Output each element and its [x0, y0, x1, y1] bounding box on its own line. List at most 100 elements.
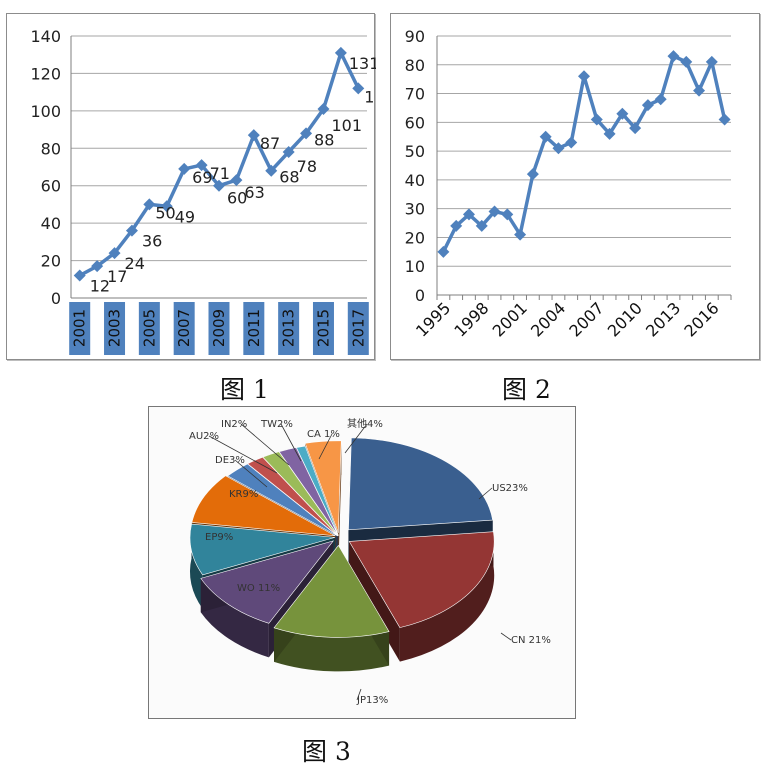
pie-slice	[304, 440, 342, 533]
x-tick-label: 2007	[175, 309, 193, 347]
data-point	[317, 102, 330, 115]
data-point	[437, 245, 450, 258]
data-point	[578, 70, 590, 83]
x-tick-band	[347, 302, 369, 355]
y-tick-label: 120	[30, 64, 61, 83]
x-tick-label: 2015	[314, 309, 332, 347]
pie-slice	[189, 523, 336, 576]
caption-figure-1: 图 1	[220, 375, 269, 404]
data-point	[143, 198, 156, 211]
data-point	[91, 260, 104, 273]
y-tick-label: 30	[405, 200, 425, 219]
data-point	[539, 130, 552, 143]
x-tick-band	[173, 302, 195, 355]
data-label: 112	[364, 87, 376, 106]
data-point	[616, 107, 629, 120]
data-point	[590, 113, 603, 126]
data-label: 17	[107, 267, 127, 286]
y-tick-label: 80	[41, 139, 61, 158]
y-tick-label: 10	[405, 257, 425, 276]
chart-panel-2: 0 10 20 30 40 50 60 70 80 90 1995 1998 2001 2004 2007 2…	[390, 13, 760, 360]
x-tick-label: 2013	[642, 298, 684, 340]
data-point	[178, 162, 191, 175]
y-tick-label: 70	[405, 85, 425, 104]
data-point	[160, 200, 173, 213]
pie-label: CN 21%	[511, 635, 551, 646]
data-point	[654, 93, 667, 106]
y-tick-label: 40	[41, 214, 61, 233]
data-point	[73, 269, 86, 282]
data-label: 63	[244, 183, 264, 202]
x-tick-label: 2010	[604, 298, 646, 340]
caption-figure-2: 图 2	[502, 375, 551, 404]
series-line	[441, 54, 727, 253]
data-label: 12	[90, 277, 110, 296]
pie-label: DE3%	[215, 455, 245, 466]
leader-line	[344, 423, 368, 454]
data-label: 69	[192, 168, 212, 187]
data-label: 78	[297, 157, 317, 176]
y-tick-label: 20	[405, 228, 425, 247]
leader-line	[240, 423, 290, 466]
pie-slice	[200, 540, 335, 624]
x-tick-label: 2009	[210, 309, 228, 347]
data-point	[488, 205, 501, 218]
data-point	[334, 46, 347, 59]
data-point	[213, 179, 225, 192]
data-point	[501, 208, 514, 221]
y-tick-label: 0	[51, 289, 61, 308]
pie-slice	[273, 544, 390, 638]
y-tick-label: 60	[41, 177, 61, 196]
leader-line	[318, 433, 333, 460]
y-tick-label: 90	[405, 27, 425, 46]
x-tick-label: 2004	[527, 298, 569, 340]
x-tick-label: 2011	[245, 309, 263, 347]
chart-panel-3: US23% CN 21% JP13% WO 11% EP9% KR9% DE3% AU2% IN…	[148, 406, 576, 719]
pie-slice	[191, 475, 336, 537]
leader-line	[280, 423, 302, 462]
data-label: 87	[260, 134, 280, 153]
data-point	[108, 247, 121, 260]
data-point	[629, 122, 642, 135]
pie-slice-side	[274, 627, 390, 672]
caption-figure-3: 图 3	[302, 737, 351, 766]
data-point	[705, 55, 718, 68]
data-point	[195, 159, 208, 172]
data-label: 101	[331, 116, 362, 135]
pie-slice-side	[399, 531, 495, 662]
data-point	[680, 55, 693, 68]
leader-line	[356, 688, 362, 701]
leader-line	[234, 459, 268, 488]
data-point	[514, 228, 527, 241]
data-point	[265, 164, 278, 177]
pie-label: US23%	[492, 483, 528, 494]
data-point	[641, 99, 654, 112]
pie-label: JP13%	[356, 695, 388, 706]
x-tick-label: 2007	[565, 298, 607, 340]
line-chart-1: 0 20 40 60 80 100 120 140 2001 2003 2005 2007 2009 20…	[30, 27, 376, 355]
data-point	[565, 136, 578, 149]
pie-slice	[348, 531, 495, 628]
y-tick-label: 50	[405, 142, 425, 161]
data-point	[693, 84, 706, 97]
x-tick-band	[243, 302, 265, 355]
data-point	[352, 82, 365, 95]
data-label: 88	[314, 130, 334, 149]
x-tick-band	[278, 302, 300, 355]
x-tick-label: 2005	[140, 309, 158, 347]
data-label: 36	[142, 232, 162, 251]
x-tick-label: 2016	[680, 298, 722, 340]
data-label: 24	[125, 254, 145, 273]
x-tick-label: 2013	[280, 309, 298, 347]
data-point	[552, 142, 565, 155]
y-tick-label: 140	[30, 27, 61, 46]
pie-label: EP9%	[205, 532, 233, 543]
y-tick-label: 80	[405, 56, 425, 75]
leader-line	[500, 632, 512, 641]
pie-label: AU2%	[189, 431, 219, 442]
data-point	[230, 174, 243, 187]
y-tick-label: 40	[405, 171, 425, 190]
x-tick-label: 2001	[489, 298, 531, 340]
x-tick-label: 2001	[71, 309, 89, 347]
data-point	[526, 168, 539, 181]
